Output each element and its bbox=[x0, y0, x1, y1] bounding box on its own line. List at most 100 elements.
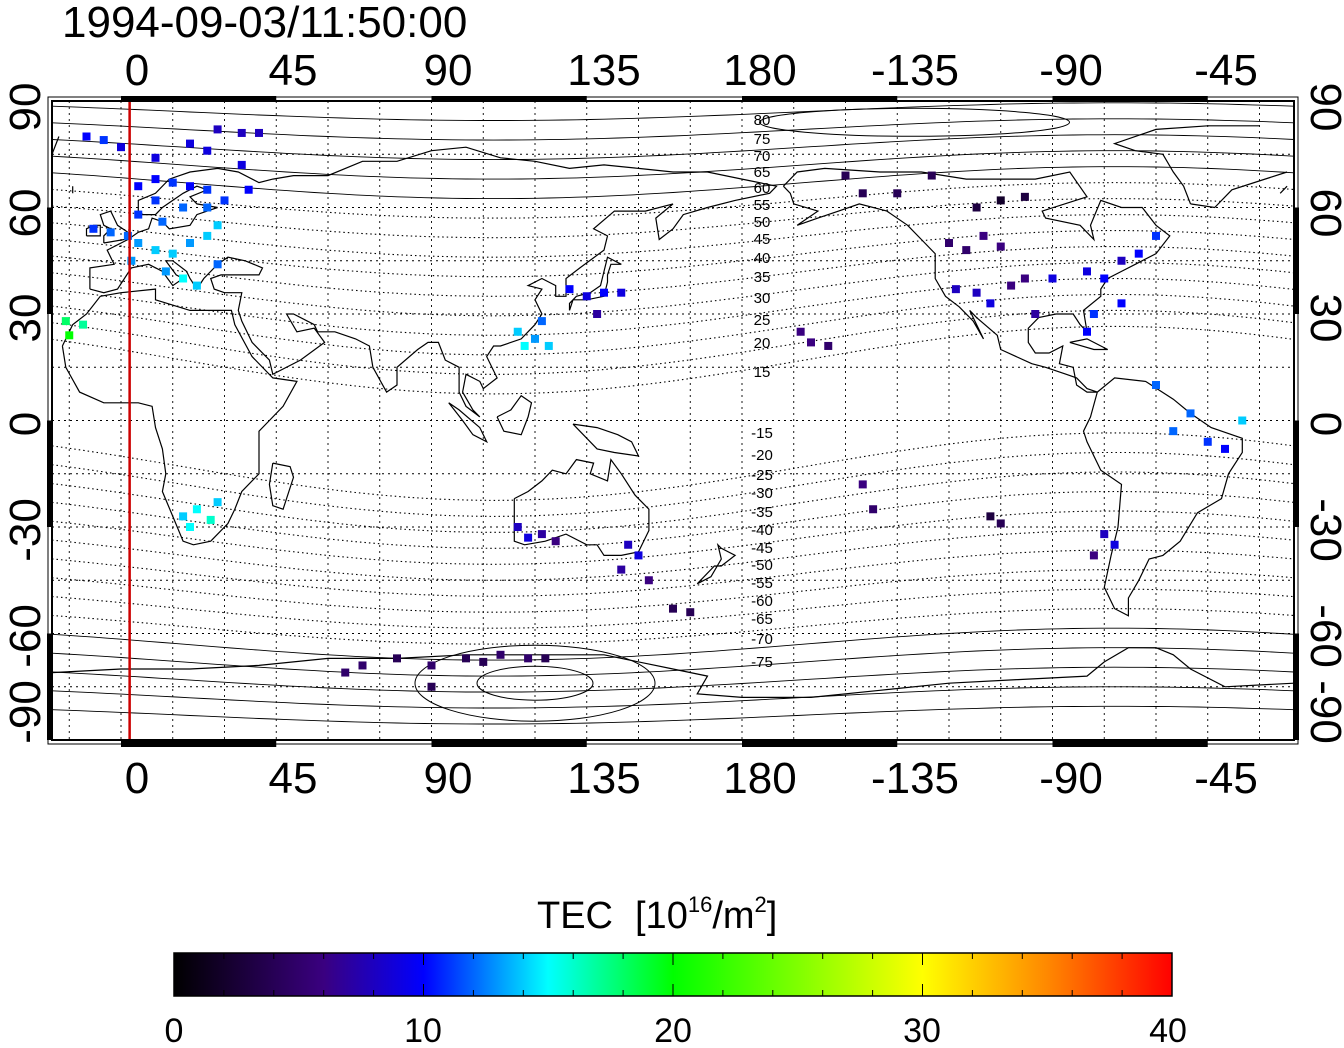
mlat-contour bbox=[52, 627, 1294, 661]
tec-cell bbox=[203, 203, 212, 212]
colorbar-tick-label: 0 bbox=[165, 1012, 184, 1048]
tec-cell bbox=[537, 530, 546, 539]
mlat-contour bbox=[52, 490, 1294, 549]
mlat-label: -40 bbox=[751, 522, 773, 539]
tec-cell bbox=[986, 299, 995, 308]
mlat-label: -45 bbox=[751, 540, 773, 557]
colorbar-tick-label: 10 bbox=[404, 1012, 442, 1048]
tec-cell bbox=[79, 320, 88, 329]
tec-cell bbox=[669, 604, 677, 613]
tec-cell bbox=[134, 210, 143, 219]
coast-eurasia bbox=[89, 146, 778, 418]
mlat-contour bbox=[52, 666, 1294, 693]
tec-cell bbox=[617, 565, 626, 574]
border-bar-left bbox=[47, 633, 53, 740]
tec-cell bbox=[161, 267, 170, 276]
tec-cell bbox=[531, 334, 539, 343]
tec-cell bbox=[565, 285, 574, 294]
mlat-contour bbox=[52, 214, 1294, 258]
tec-cell bbox=[858, 189, 867, 198]
bottom-lon-label: 135 bbox=[567, 754, 640, 803]
mlat-label: 20 bbox=[754, 335, 771, 352]
tec-cell bbox=[551, 537, 560, 546]
tec-cell bbox=[61, 317, 70, 326]
mlat-label: -20 bbox=[751, 447, 773, 464]
mlat-contour bbox=[52, 647, 1294, 677]
tec-cell bbox=[479, 657, 488, 666]
tec-cell bbox=[186, 523, 194, 531]
left-lat-label: -30 bbox=[1, 498, 50, 562]
mlat-contour bbox=[52, 102, 1294, 121]
mlat-contour bbox=[52, 261, 1294, 317]
tec-cell bbox=[996, 196, 1005, 205]
right-lat-label: 30 bbox=[1301, 294, 1344, 343]
tec-cell bbox=[1083, 267, 1091, 276]
colorbar-label: TEC [1016/m2] bbox=[537, 892, 777, 937]
mlat-label: 75 bbox=[754, 131, 771, 148]
tec-cell bbox=[544, 341, 553, 350]
mlat-contour bbox=[52, 588, 1294, 629]
tec-cell bbox=[206, 515, 215, 524]
colorbar-tick-label: 20 bbox=[654, 1012, 692, 1048]
mlat-label: 60 bbox=[754, 180, 771, 197]
bottom-lon-label: -90 bbox=[1039, 754, 1103, 803]
mlat-label: 15 bbox=[754, 364, 771, 381]
border-bar-bottom bbox=[1052, 741, 1208, 747]
tec-cell bbox=[972, 288, 981, 297]
coast-madagascar bbox=[268, 462, 295, 510]
top-lon-label: -135 bbox=[871, 46, 959, 95]
tec-cell bbox=[237, 160, 246, 169]
tec-cell bbox=[1100, 274, 1109, 283]
coast-africa bbox=[61, 288, 298, 546]
mlat-contour bbox=[52, 166, 1294, 200]
tec-cell bbox=[1186, 409, 1195, 418]
tec-cell bbox=[824, 341, 833, 350]
tec-cell bbox=[524, 654, 533, 663]
right-latitude-labels: 90 60 30 0 -30 -60 -90 bbox=[1301, 83, 1344, 744]
tec-cell bbox=[1020, 274, 1029, 283]
tec-cell bbox=[244, 185, 253, 194]
mlat-label: -75 bbox=[751, 654, 773, 671]
border-bar-left bbox=[47, 420, 53, 527]
tec-cell bbox=[393, 654, 401, 663]
tec-cell bbox=[593, 310, 602, 318]
tec-cell bbox=[179, 512, 188, 521]
right-lat-label: 90 bbox=[1301, 83, 1344, 132]
tec-cell bbox=[203, 185, 212, 194]
tec-cell bbox=[582, 292, 591, 301]
mlat-contour bbox=[52, 230, 1294, 278]
tec-cell bbox=[1031, 310, 1040, 318]
tec-cell bbox=[1083, 327, 1091, 336]
top-lon-label: -90 bbox=[1039, 46, 1103, 95]
tec-cell bbox=[496, 650, 505, 659]
tec-cell bbox=[203, 146, 212, 155]
tec-cell bbox=[192, 505, 201, 514]
tec-cell bbox=[151, 246, 160, 255]
mlat-contour bbox=[52, 182, 1294, 219]
tec-cell bbox=[65, 331, 74, 340]
mlat-contour-north-oval bbox=[759, 107, 1070, 137]
coast-sumatra bbox=[448, 402, 489, 444]
tec-cell bbox=[1203, 437, 1212, 446]
tec-cell bbox=[1007, 281, 1016, 290]
tec-cell bbox=[524, 533, 533, 542]
tec-cell bbox=[686, 608, 695, 617]
map-title: 1994-09-03/11:50:00 bbox=[62, 0, 467, 47]
mlat-label: 25 bbox=[754, 312, 771, 329]
mlat-contour bbox=[52, 277, 1294, 336]
mlat-label: -70 bbox=[751, 631, 773, 648]
mlat-contour bbox=[52, 246, 1294, 297]
tec-cell bbox=[1134, 249, 1143, 258]
tec-cell bbox=[117, 143, 125, 152]
mlat-label: -55 bbox=[751, 575, 773, 592]
tec-cell bbox=[186, 239, 194, 247]
border-bar-left bbox=[47, 207, 53, 314]
colorbar-ticks bbox=[173, 953, 1173, 996]
tec-cell bbox=[151, 196, 160, 205]
tec-cell bbox=[1117, 256, 1126, 265]
mlat-contour bbox=[52, 150, 1294, 180]
left-lat-label: 30 bbox=[1, 294, 50, 343]
tec-cell bbox=[1117, 299, 1126, 308]
mlat-contour bbox=[52, 705, 1294, 725]
tec-cell bbox=[123, 231, 132, 240]
